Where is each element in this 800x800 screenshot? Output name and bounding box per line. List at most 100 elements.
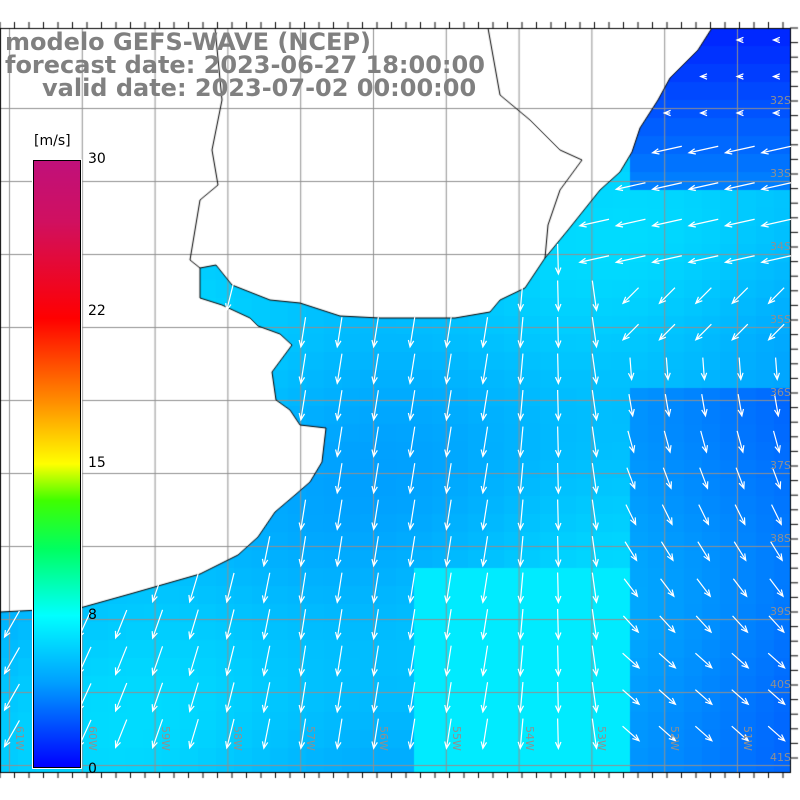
wind-arrow	[621, 323, 640, 341]
wind-arrow	[622, 689, 641, 706]
wind-arrow	[517, 536, 525, 568]
wind-arrow	[3, 610, 20, 639]
wind-arrow	[480, 317, 489, 349]
wind-arrow	[591, 353, 599, 385]
wind-arrow	[444, 682, 452, 714]
wind-arrow	[517, 682, 525, 714]
wind-arrow	[517, 499, 525, 531]
wind-arrow	[627, 357, 635, 382]
wind-arrow	[733, 541, 747, 562]
wind-arrow	[225, 609, 235, 641]
wind-arrow	[407, 499, 416, 531]
wind-arrow	[334, 718, 343, 750]
wind-arrow	[225, 280, 235, 312]
wind-arrow	[554, 572, 562, 605]
wind-arrow	[298, 353, 307, 385]
lat-label: 41S	[770, 751, 791, 764]
wind-arrow	[554, 243, 562, 276]
wind-arrow	[261, 572, 271, 604]
wind-arrow	[298, 390, 307, 422]
wind-arrow	[517, 572, 525, 604]
wind-arrow	[480, 463, 489, 495]
lon-label: 56W	[377, 726, 390, 751]
wind-arrow	[554, 353, 562, 386]
wind-arrow	[151, 646, 164, 677]
wind-arrow	[694, 725, 714, 742]
wind-arrow	[554, 645, 562, 678]
wind-arrow	[773, 394, 781, 418]
wind-arrow	[371, 353, 379, 385]
wind-arrow	[622, 725, 641, 742]
wind-arrow	[407, 463, 416, 495]
wind-arrow	[480, 645, 489, 677]
wind-arrow	[334, 426, 343, 458]
wind-arrow	[480, 572, 489, 604]
wind-arrow	[407, 536, 416, 568]
wind-arrow	[771, 73, 781, 80]
wind-arrow	[661, 504, 673, 526]
wind-arrow	[734, 504, 746, 526]
wind-arrow	[407, 609, 416, 641]
wind-arrow	[700, 357, 708, 382]
wind-arrow	[772, 430, 781, 454]
wind-arrow	[444, 572, 452, 604]
wind-arrow	[687, 255, 719, 265]
wind-arrow	[298, 718, 307, 750]
wind-arrow	[658, 287, 676, 305]
wind-arrow	[114, 609, 128, 640]
wind-arrow	[517, 426, 525, 458]
wind-arrow	[407, 645, 416, 677]
wind-arrow	[151, 609, 164, 640]
lat-label: 39S	[770, 605, 791, 618]
wind-arrow	[298, 682, 307, 714]
wind-arrow	[554, 535, 562, 568]
wind-arrow	[614, 182, 646, 192]
wind-arrow	[625, 504, 637, 526]
wind-arrow	[723, 255, 755, 265]
wind-arrow	[334, 682, 343, 714]
lon-label: 61W	[13, 726, 26, 751]
wind-arrow	[517, 353, 525, 385]
lat-label: 32S	[770, 94, 791, 107]
forecast-date: forecast date: 2023-06-27 18:00:00	[5, 51, 485, 79]
wind-arrow	[3, 647, 20, 675]
wind-arrow	[554, 280, 562, 313]
wind-arrow	[624, 541, 638, 562]
wind-arrow	[732, 615, 749, 634]
wind-arrow	[444, 536, 452, 568]
wind-arrow	[334, 463, 343, 495]
wind-arrow	[334, 609, 343, 641]
wind-arrow	[626, 467, 636, 490]
wind-arrow	[627, 430, 636, 454]
wind-arrow	[737, 357, 744, 382]
wind-arrow	[407, 390, 416, 422]
wind-arrow	[591, 572, 599, 604]
colorbar-unit: [m/s]	[34, 133, 71, 149]
wind-arrow	[767, 689, 786, 706]
wind-arrow	[151, 719, 164, 750]
wind-arrow	[697, 541, 711, 562]
wind-arrow	[628, 394, 635, 418]
colorbar-tick-8: 8	[88, 607, 97, 623]
wind-arrow	[768, 615, 785, 634]
colorbar-tick-0: 0	[88, 761, 97, 777]
wind-arrow	[371, 645, 379, 677]
wind-arrow	[664, 394, 672, 418]
wind-arrow	[591, 426, 599, 458]
wind-arrow	[225, 718, 235, 750]
wind-arrow	[662, 467, 672, 490]
wind-arrow	[298, 499, 307, 531]
lon-label: 59W	[158, 726, 172, 751]
lon-label: 55W	[449, 726, 463, 751]
wind-arrow	[517, 645, 525, 677]
wind-arrow	[736, 430, 745, 454]
wind-arrow	[735, 73, 744, 80]
wind-arrow	[651, 218, 682, 228]
wind-arrow	[444, 609, 452, 641]
wind-arrow	[407, 718, 416, 750]
wind-arrow	[591, 499, 599, 531]
lon-label: 52W	[668, 726, 682, 751]
wind-arrow	[371, 317, 379, 349]
wind-arrow	[334, 536, 343, 568]
wind-arrow	[731, 323, 749, 341]
